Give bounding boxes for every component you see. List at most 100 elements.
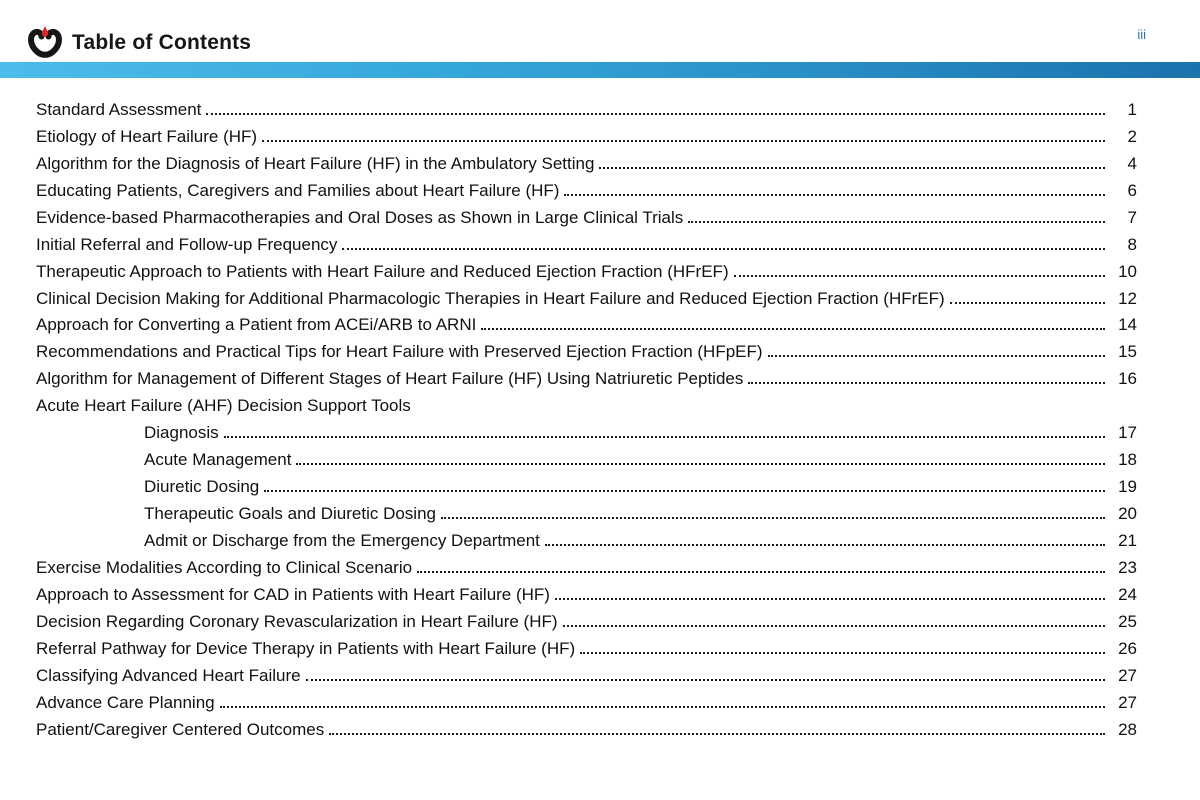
toc-page-number: 19 (1118, 477, 1137, 497)
toc-entry-label: Diuretic Dosing (144, 477, 260, 497)
toc-row[interactable]: Algorithm for Management of Different St… (36, 366, 1137, 393)
toc-page-number: 10 (1118, 261, 1137, 281)
toc-page-number: 16 (1118, 369, 1137, 389)
toc-page-number: 6 (1127, 180, 1137, 200)
toc-entry-label: Evidence-based Pharmacotherapies and Ora… (36, 207, 684, 227)
dot-leader (223, 436, 1105, 439)
dot-leader (562, 624, 1105, 627)
toc-page-number: 24 (1118, 584, 1137, 604)
toc-page-number: 27 (1118, 665, 1137, 685)
toc-page-number: 23 (1118, 557, 1137, 577)
toc-row[interactable]: Advance Care Planning 27 (36, 690, 1137, 717)
toc-row[interactable]: Evidence-based Pharmacotherapies and Ora… (36, 205, 1137, 232)
toc-row[interactable]: Clinical Decision Making for Additional … (36, 286, 1137, 313)
toc-page-number: 25 (1118, 611, 1137, 631)
dot-leader (599, 166, 1105, 169)
table-of-contents: Standard Assessment 1 Etiology of Heart … (36, 97, 1137, 744)
dot-leader (440, 517, 1105, 519)
toc-entry-label: Approach for Converting a Patient from A… (36, 315, 477, 335)
toc-row[interactable]: Etiology of Heart Failure (HF) 2 (36, 124, 1137, 151)
dot-leader (949, 301, 1105, 304)
toc-entry-label: Etiology of Heart Failure (HF) (36, 126, 258, 146)
toc-row[interactable]: Exercise Modalities According to Clinica… (36, 555, 1137, 582)
toc-entry-label: Patient/Caregiver Centered Outcomes (36, 719, 325, 739)
toc-entry-label: Clinical Decision Making for Additional … (36, 288, 945, 308)
dot-leader (580, 651, 1105, 654)
toc-page-number: 12 (1118, 288, 1137, 308)
dot-leader (767, 355, 1105, 358)
toc-entry-label: Therapeutic Approach to Patients with He… (36, 261, 729, 281)
toc-row[interactable]: Acute Heart Failure (AHF) Decision Suppo… (36, 393, 1137, 420)
toc-row[interactable]: Referral Pathway for Device Therapy in P… (36, 636, 1137, 663)
toc-entry-label: Algorithm for Management of Different St… (36, 369, 744, 389)
dot-leader (264, 490, 1105, 493)
dot-leader (296, 463, 1105, 466)
toc-entry-label: Acute Management (144, 450, 292, 470)
dot-leader (688, 220, 1105, 223)
toc-entry-label: Therapeutic Goals and Diuretic Dosing (144, 504, 436, 524)
toc-page-number: 28 (1118, 719, 1137, 739)
toc-page-number: 4 (1127, 153, 1137, 173)
toc-page-number: 8 (1127, 234, 1137, 254)
toc-page-number: 15 (1118, 342, 1137, 362)
dot-leader (305, 678, 1105, 681)
toc-entry-label: Diagnosis (144, 423, 219, 443)
heart-flame-icon (28, 26, 62, 58)
dot-leader (417, 570, 1105, 573)
toc-entry-label: Exercise Modalities According to Clinica… (36, 557, 413, 577)
toc-page-number: 26 (1118, 638, 1137, 658)
toc-page-number: 18 (1118, 450, 1137, 470)
toc-row[interactable]: Admit or Discharge from the Emergency De… (36, 528, 1137, 555)
toc-page-number: 27 (1118, 692, 1137, 712)
toc-row[interactable]: Acute Management 18 (36, 447, 1137, 474)
toc-row[interactable]: Approach for Converting a Patient from A… (36, 313, 1137, 340)
dot-leader (748, 382, 1105, 385)
toc-entry-label: Approach to Assessment for CAD in Patien… (36, 584, 550, 604)
toc-row[interactable]: Approach to Assessment for CAD in Patien… (36, 582, 1137, 609)
toc-entry-label: Admit or Discharge from the Emergency De… (144, 530, 540, 550)
page-title: Table of Contents (72, 31, 252, 54)
dot-leader (329, 732, 1105, 735)
toc-page-number: 17 (1118, 423, 1137, 443)
toc-row[interactable]: Recommendations and Practical Tips for H… (36, 339, 1137, 366)
dot-leader (544, 543, 1105, 546)
toc-row[interactable]: Therapeutic Approach to Patients with He… (36, 259, 1137, 286)
toc-entry-label: Decision Regarding Coronary Revasculariz… (36, 611, 558, 631)
toc-row[interactable]: Educating Patients, Caregivers and Famil… (36, 178, 1137, 205)
toc-row[interactable]: Diuretic Dosing 19 (36, 474, 1137, 501)
dot-leader (733, 274, 1105, 277)
toc-page-number: 2 (1127, 126, 1137, 146)
toc-entry-label: Advance Care Planning (36, 692, 215, 712)
toc-row[interactable]: Diagnosis 17 (36, 420, 1137, 447)
toc-entry-label: Recommendations and Practical Tips for H… (36, 342, 763, 362)
dot-leader (342, 247, 1105, 250)
dot-leader (262, 139, 1105, 142)
toc-row[interactable]: Standard Assessment 1 (36, 97, 1137, 124)
toc-entry-label: Acute Heart Failure (AHF) Decision Suppo… (36, 396, 411, 416)
dot-leader (206, 112, 1105, 115)
toc-page-number: 21 (1118, 530, 1137, 550)
page-header: Table of Contents iii (0, 0, 1200, 62)
toc-page-number: 20 (1118, 504, 1137, 524)
dot-leader (554, 597, 1105, 600)
toc-entry-label: Referral Pathway for Device Therapy in P… (36, 638, 576, 658)
toc-row[interactable]: Patient/Caregiver Centered Outcomes 28 (36, 717, 1137, 744)
toc-entry-label: Classifying Advanced Heart Failure (36, 665, 301, 685)
dot-leader (481, 328, 1105, 331)
accent-bar (0, 62, 1200, 78)
toc-page-number: 1 (1127, 99, 1137, 119)
toc-page-number: 7 (1127, 207, 1137, 227)
toc-row[interactable]: Classifying Advanced Heart Failure 27 (36, 663, 1137, 690)
toc-page-number: 14 (1118, 315, 1137, 335)
toc-row[interactable]: Algorithm for the Diagnosis of Heart Fai… (36, 151, 1137, 178)
dot-leader (564, 193, 1105, 196)
toc-row[interactable]: Therapeutic Goals and Diuretic Dosing 20 (36, 501, 1137, 528)
toc-entry-label: Standard Assessment (36, 99, 202, 119)
dot-leader (219, 705, 1105, 708)
folio-page-number: iii (1137, 27, 1146, 42)
toc-entry-label: Algorithm for the Diagnosis of Heart Fai… (36, 153, 595, 173)
toc-row[interactable]: Decision Regarding Coronary Revasculariz… (36, 609, 1137, 636)
toc-row[interactable]: Initial Referral and Follow-up Frequency… (36, 232, 1137, 259)
toc-entry-label: Initial Referral and Follow-up Frequency (36, 234, 338, 254)
toc-entry-label: Educating Patients, Caregivers and Famil… (36, 180, 560, 200)
